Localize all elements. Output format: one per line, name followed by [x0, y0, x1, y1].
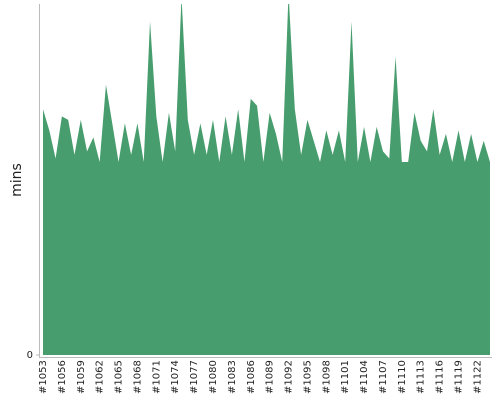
- x-tick-label: #1098: [321, 360, 332, 394]
- x-tick-label: #1089: [265, 360, 276, 394]
- x-tick-label: #1071: [151, 360, 162, 394]
- x-tick-label: #1083: [227, 360, 238, 394]
- x-tick-label: #1122: [472, 360, 483, 394]
- x-tick-label: #1074: [170, 360, 181, 394]
- x-tick-label: #1119: [454, 360, 465, 394]
- x-tick-label: #1077: [189, 360, 200, 394]
- x-tick-label: #1068: [132, 360, 143, 394]
- plot-area: [43, 4, 490, 355]
- x-tick-label: #1053: [38, 360, 49, 394]
- x-tick-label: #1080: [208, 360, 219, 394]
- x-tick-label: #1116: [435, 360, 446, 394]
- y-tick-label: 0: [27, 350, 33, 361]
- area: [43, 4, 490, 355]
- x-tick-label: #1056: [57, 360, 68, 394]
- x-tick-label: #1065: [114, 360, 125, 394]
- x-tick-label: #1113: [416, 360, 427, 394]
- x-tick-label: #1062: [95, 360, 106, 394]
- x-tick-label: #1104: [359, 360, 370, 394]
- x-tick-label: #1092: [284, 360, 295, 394]
- x-tick-label: #1095: [302, 360, 313, 394]
- x-tick-label: #1107: [378, 360, 389, 394]
- x-tick-label: #1110: [397, 360, 408, 394]
- x-tick-label: #1059: [76, 360, 87, 394]
- x-tick-label: #1086: [246, 360, 257, 394]
- x-tick-label: #1101: [340, 360, 351, 394]
- y-axis-label: mins: [9, 163, 25, 197]
